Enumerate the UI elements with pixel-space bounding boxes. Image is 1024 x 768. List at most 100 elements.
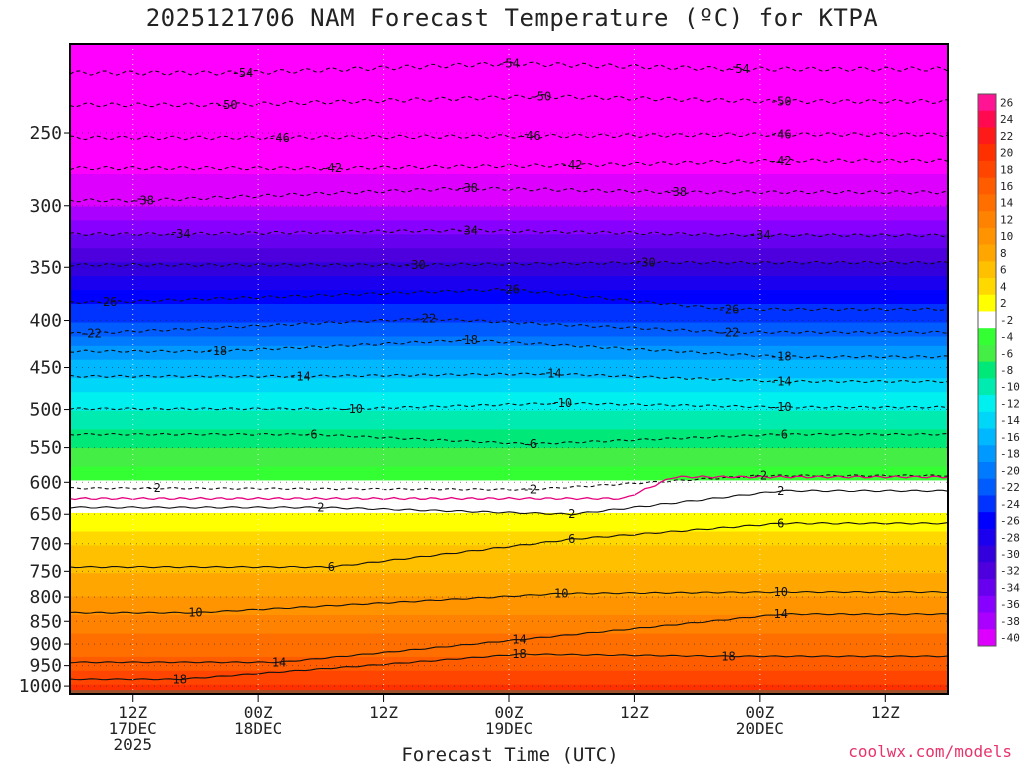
y-tick-label: 400 (29, 311, 62, 332)
temperature-band (70, 280, 948, 287)
temperature-band (70, 229, 948, 236)
contour-line (69, 317, 949, 335)
colorbar-swatch (978, 160, 996, 179)
contour-line (69, 401, 949, 411)
temperature-band (70, 62, 948, 69)
temperature-band (70, 299, 948, 305)
colorbar-swatch (978, 495, 996, 513)
temperature-band (70, 420, 948, 426)
colorbar-tick-label: 18 (1000, 163, 1013, 176)
temperature-band (70, 666, 948, 672)
contour-label: -26 (96, 295, 118, 309)
x-tick-label: 00Z (244, 703, 273, 722)
contour-label: 14 (774, 607, 788, 621)
temperature-band (70, 601, 948, 607)
temperature-band (70, 480, 948, 486)
colorbar-tick-label: 14 (1000, 197, 1014, 210)
x-tick-label: 12Z (118, 703, 147, 722)
temperature-band (70, 99, 948, 106)
temperature-band (70, 629, 948, 635)
temperature-band (70, 81, 948, 87)
contour-line (69, 338, 949, 359)
y-tick-label: 300 (29, 196, 62, 217)
temperature-band (70, 341, 948, 347)
temperature-band (70, 290, 948, 296)
colorbar-swatch (978, 261, 996, 279)
contour-label: 10 (774, 585, 788, 599)
temperature-band (70, 234, 948, 240)
colorbar-tick-label: 4 (1000, 280, 1007, 293)
colorbar: 26 24 22 20 18 16 14 12 10 8 6 4 2 -2 -4 -6 -8 -10 -12 -14 -… (977, 93, 1020, 647)
y-tick-label: 950 (29, 656, 62, 677)
temperature-band (70, 503, 948, 510)
contour-label: -14 (770, 374, 792, 388)
colorbar-swatch (978, 595, 996, 614)
colorbar-tick-label: -30 (1000, 548, 1020, 561)
colorbar-swatch (978, 629, 996, 647)
colorbar-tick-label: -22 (1000, 481, 1020, 494)
contour-line (69, 590, 948, 614)
colorbar-tick-label: 10 (1000, 230, 1013, 243)
colorbar-swatch (978, 512, 996, 530)
colorbar-swatch (978, 361, 996, 379)
temperature-band (70, 452, 948, 459)
colorbar-tick-label: -12 (1000, 397, 1020, 410)
temperature-band (70, 248, 948, 254)
contour-label: -6 (303, 427, 317, 441)
contour-line (69, 288, 949, 312)
colorbar-tick-label: -16 (1000, 431, 1020, 444)
colorbar-tick-label: -40 (1000, 632, 1020, 645)
temperature-band (70, 215, 948, 222)
colorbar-swatch (978, 545, 996, 563)
x-tick-label: 19DEC (485, 719, 533, 738)
colorbar-swatch (978, 177, 996, 195)
temperature-band (70, 178, 948, 185)
contour-line (69, 372, 949, 384)
temperature-band (70, 447, 948, 454)
temperature-band (70, 434, 948, 440)
temperature-band (70, 443, 948, 449)
temperature-band (70, 647, 948, 654)
colorbar-tick-label: -34 (1000, 581, 1020, 594)
contour-label: -22 (80, 326, 102, 340)
y-axis: 2503003504004505005506006507007508008509… (19, 123, 70, 697)
temperature-band (70, 294, 948, 301)
colorbar-swatch (978, 127, 996, 145)
y-tick-label: 750 (29, 561, 62, 582)
x-tick-label: 20DEC (736, 719, 784, 738)
y-tick-label: 450 (29, 358, 62, 379)
temperature-band (70, 313, 948, 319)
temperature-band (70, 512, 948, 519)
x-tick-label: 00Z (745, 703, 774, 722)
contour-label: 6 (328, 560, 335, 574)
temperature-band (70, 605, 948, 612)
contour-label: -38 (456, 181, 478, 195)
temperature-band (70, 257, 948, 264)
credit-link[interactable]: coolwx.com/models (848, 742, 1012, 761)
temperature-band (70, 127, 948, 134)
temperature-band (70, 308, 948, 315)
colorbar-swatch (978, 294, 996, 312)
colorbar-tick-label: 2 (1000, 297, 1007, 310)
chart-title: 2025121706 NAM Forecast Temperature (ºC)… (145, 4, 879, 32)
temperature-band (70, 624, 948, 630)
contour-label: -54 (498, 56, 520, 70)
colorbar-tick-label: 8 (1000, 247, 1007, 260)
colorbar-swatch (978, 328, 996, 346)
contour-label: -50 (530, 89, 552, 103)
colorbar-swatch (978, 478, 996, 496)
temperature-band (70, 406, 948, 412)
contour-label: -10 (341, 402, 363, 416)
gridlines (70, 44, 948, 694)
temperature-band (70, 174, 948, 180)
temperature-band (70, 508, 948, 514)
temperature-band (70, 276, 948, 282)
contour-label: -30 (634, 256, 656, 270)
temperature-band (70, 48, 948, 55)
contour-label: -42 (561, 158, 583, 172)
contour-label: -30 (404, 258, 426, 272)
x-tick-label: 2025 (113, 735, 152, 754)
contour-label: 2 (317, 500, 324, 514)
temperature-band (70, 485, 948, 491)
temperature-band (70, 610, 948, 616)
